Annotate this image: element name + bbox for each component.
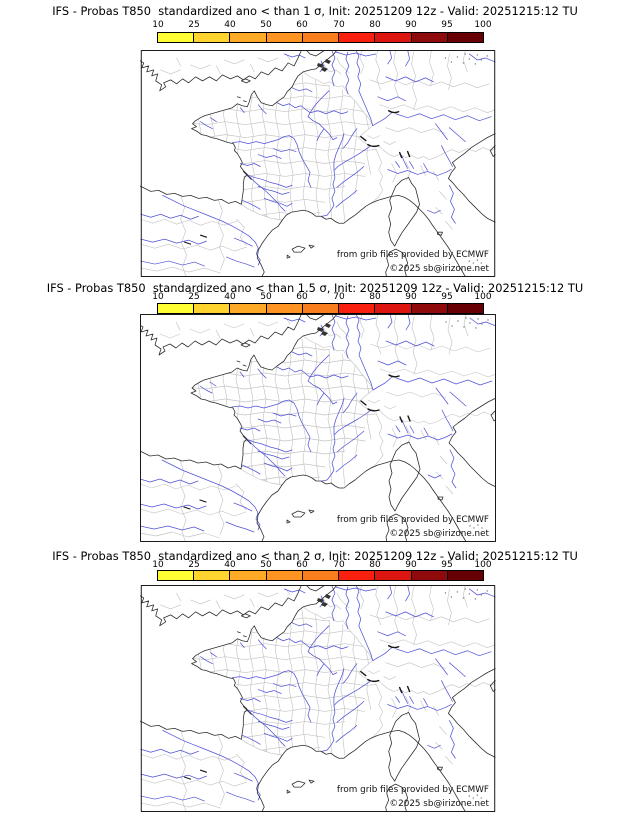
panel2-title: IFS - Probas T850 standardized ano < tha… <box>46 281 584 295</box>
colorbar-tick-label: 100 <box>474 560 492 570</box>
colorbar-segment <box>193 32 231 43</box>
colorbar-tick-label: 60 <box>296 560 308 570</box>
colorbar-segment <box>157 303 195 314</box>
colorbar-tick-label: 60 <box>296 20 308 30</box>
panel2-colorbar <box>157 303 484 314</box>
panel1-colorbar-ticks: 10 25 40 50 60 70 80 90 95 100 <box>0 21 630 31</box>
colorbar-tick-label: 100 <box>474 292 492 302</box>
attribution-copyright: ©2025 sb@irizone.net <box>389 529 489 539</box>
colorbar-tick-label: 90 <box>405 20 417 30</box>
colorbar-segment <box>374 303 412 314</box>
colorbar-tick-label: 25 <box>188 292 200 302</box>
colorbar-segment <box>410 303 448 314</box>
colorbar-segment <box>410 32 448 43</box>
colorbar-segment <box>229 32 267 43</box>
panel3-title: IFS - Probas T850 standardized ano < tha… <box>52 549 578 563</box>
colorbar-tick-label: 90 <box>405 292 417 302</box>
colorbar-segment <box>410 570 448 581</box>
panel2-map-figure <box>140 314 496 542</box>
panel1-title: IFS - Probas T850 standardized ano < tha… <box>52 4 578 18</box>
colorbar-segment <box>338 32 376 43</box>
colorbar-segment <box>301 303 340 314</box>
colorbar-tick-label: 10 <box>152 292 164 302</box>
colorbar-tick-label: 80 <box>369 292 381 302</box>
colorbar-segment <box>157 570 195 581</box>
colorbar-tick-label: 70 <box>333 20 345 30</box>
colorbar-tick-label: 70 <box>333 292 345 302</box>
panel3-map-figure <box>140 585 496 812</box>
colorbar-tick-label: 80 <box>369 20 381 30</box>
colorbar-segment <box>446 303 484 314</box>
colorbar-tick-label: 40 <box>224 20 236 30</box>
panel3-colorbar-ticks: 10 25 40 50 60 70 80 90 95 100 <box>0 561 630 571</box>
colorbar-segment <box>229 303 267 314</box>
attribution-source: from grib files provided by ECMWF <box>336 515 489 525</box>
colorbar-segment <box>193 570 231 581</box>
panel3-colorbar <box>157 570 484 581</box>
colorbar-segment <box>338 570 376 581</box>
colorbar-segment <box>446 32 484 43</box>
panel1-map-figure <box>140 50 496 277</box>
colorbar-segment <box>446 570 484 581</box>
colorbar-tick-label: 25 <box>188 20 200 30</box>
attribution-source: from grib files provided by ECMWF <box>336 250 489 260</box>
colorbar-tick-label: 70 <box>333 560 345 570</box>
colorbar-segment <box>338 303 376 314</box>
colorbar-tick-label: 95 <box>441 20 453 30</box>
attribution-copyright: ©2025 sb@irizone.net <box>389 799 489 809</box>
colorbar-tick-label: 95 <box>441 560 453 570</box>
attribution-source: from grib files provided by ECMWF <box>336 785 489 795</box>
colorbar-tick-label: 25 <box>188 560 200 570</box>
colorbar-tick-label: 60 <box>296 292 308 302</box>
colorbar-segment <box>229 570 267 581</box>
colorbar-segment <box>265 570 303 581</box>
colorbar-tick-label: 50 <box>260 560 272 570</box>
attribution-copyright: ©2025 sb@irizone.net <box>389 264 489 274</box>
panel1-map: from grib files provided by ECMWF ©2025 … <box>140 50 496 277</box>
panel3-map: from grib files provided by ECMWF ©2025 … <box>140 585 496 812</box>
colorbar-segment <box>265 32 303 43</box>
colorbar-tick-label: 95 <box>441 292 453 302</box>
colorbar-segment <box>193 303 231 314</box>
colorbar-segment <box>301 32 340 43</box>
colorbar-tick-label: 90 <box>405 560 417 570</box>
colorbar-tick-label: 10 <box>152 560 164 570</box>
colorbar-tick-label: 80 <box>369 560 381 570</box>
colorbar-tick-label: 40 <box>224 292 236 302</box>
colorbar-tick-label: 50 <box>260 292 272 302</box>
colorbar-segment <box>265 303 303 314</box>
colorbar-segment <box>301 570 340 581</box>
colorbar-tick-label: 50 <box>260 20 272 30</box>
colorbar-tick-label: 40 <box>224 560 236 570</box>
colorbar-segment <box>374 32 412 43</box>
colorbar-segment <box>157 32 195 43</box>
colorbar-tick-label: 100 <box>474 20 492 30</box>
colorbar-tick-label: 10 <box>152 20 164 30</box>
panel2-map: from grib files provided by ECMWF ©2025 … <box>140 314 496 542</box>
panel1-colorbar <box>157 32 484 43</box>
panel2-colorbar-ticks: 10 25 40 50 60 70 80 90 95 100 <box>0 293 630 303</box>
colorbar-segment <box>374 570 412 581</box>
